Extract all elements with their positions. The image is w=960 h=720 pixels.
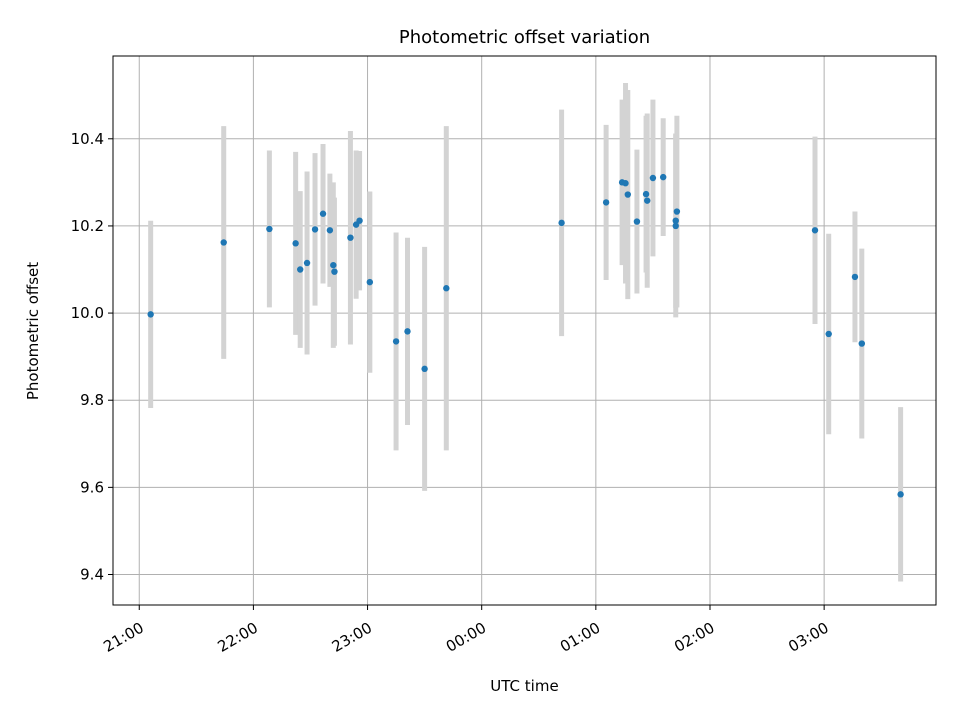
y-axis-label: Photometric offset bbox=[24, 262, 42, 400]
data-point bbox=[622, 180, 629, 187]
data-point bbox=[356, 217, 363, 224]
data-point bbox=[366, 278, 374, 286]
data-points bbox=[147, 173, 904, 498]
y-tick-label: 10.0 bbox=[71, 304, 104, 322]
chart-title: Photometric offset variation bbox=[399, 27, 650, 48]
data-point bbox=[392, 338, 400, 345]
x-tick-label: 00:00 bbox=[443, 619, 489, 656]
data-point bbox=[644, 197, 651, 204]
data-point bbox=[331, 268, 338, 275]
y-tick-label: 9.4 bbox=[80, 566, 104, 584]
data-point bbox=[659, 173, 667, 181]
data-point bbox=[558, 219, 565, 227]
x-tick-label: 23:00 bbox=[329, 619, 375, 656]
data-point bbox=[330, 261, 337, 269]
x-axis-label: UTC time bbox=[490, 677, 558, 695]
x-tick-label: 02:00 bbox=[671, 619, 717, 656]
data-point bbox=[347, 234, 354, 241]
data-point bbox=[672, 217, 679, 224]
data-point bbox=[897, 491, 904, 498]
data-point bbox=[404, 328, 411, 335]
data-point bbox=[147, 311, 154, 318]
y-tick-label: 10.4 bbox=[71, 130, 104, 148]
data-point bbox=[220, 239, 227, 246]
x-tick-label: 22:00 bbox=[215, 619, 261, 656]
data-point bbox=[633, 218, 641, 225]
data-point bbox=[858, 340, 866, 347]
x-tick-label: 03:00 bbox=[785, 619, 831, 656]
y-tick-label: 9.6 bbox=[80, 478, 104, 496]
plot-frame bbox=[112, 55, 937, 606]
y-tick-label: 10.2 bbox=[71, 217, 104, 235]
data-point bbox=[443, 285, 450, 292]
x-axis-ticks: 21:00 22:00 23:00 00:00 01:00 02:00 03:00 bbox=[100, 605, 832, 656]
data-point bbox=[303, 259, 311, 267]
data-point bbox=[311, 226, 319, 233]
data-point bbox=[825, 330, 832, 338]
data-point bbox=[602, 199, 610, 206]
data-point bbox=[851, 273, 859, 281]
data-point bbox=[811, 227, 819, 234]
data-point bbox=[624, 191, 632, 198]
data-point bbox=[326, 227, 334, 234]
error-bars bbox=[148, 83, 904, 582]
y-axis-ticks: 9.4 9.6 9.8 10.0 10.2 10.4 bbox=[71, 130, 113, 584]
data-point bbox=[266, 225, 273, 233]
data-point bbox=[673, 208, 681, 215]
y-tick-label: 9.8 bbox=[80, 391, 104, 409]
data-point bbox=[421, 365, 428, 373]
grid bbox=[113, 56, 936, 605]
x-tick-label: 01:00 bbox=[557, 619, 603, 656]
data-point bbox=[672, 222, 679, 230]
x-tick-label: 21:00 bbox=[100, 619, 146, 656]
data-point bbox=[292, 240, 299, 247]
data-point bbox=[319, 210, 327, 217]
data-point bbox=[642, 190, 650, 198]
data-point bbox=[297, 266, 304, 273]
data-point bbox=[649, 174, 657, 182]
